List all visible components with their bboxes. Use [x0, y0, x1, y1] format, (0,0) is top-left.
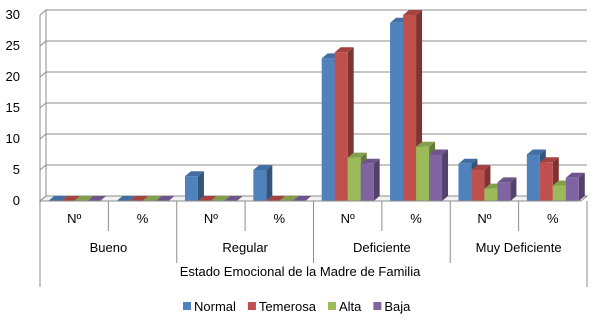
x-subcategory-label: %: [274, 211, 286, 226]
gridline: [39, 71, 587, 78]
y-tick-label: 30: [6, 7, 20, 22]
x-axis: Nº % Bueno Nº % Regular Nº % Deficiente Nº % Muy De…: [39, 200, 588, 287]
bar: [155, 196, 175, 201]
gridline: [39, 133, 587, 140]
x-subcategory-label: %: [410, 211, 422, 226]
bar: [360, 158, 380, 201]
legend-item: Alta: [327, 299, 362, 314]
x-subcategory-label: Nº: [67, 211, 81, 226]
x-axis-title: Estado Emocional de la Madre de Familia: [180, 264, 421, 279]
legend-item: Normal: [183, 299, 236, 314]
legend-label: Temerosa: [259, 299, 317, 314]
bar: [429, 149, 449, 201]
legend-swatch: [183, 302, 191, 310]
bar: [266, 196, 286, 201]
legend: Normal Temerosa Alta Baja: [183, 299, 411, 314]
x-subcategory-label: Nº: [204, 211, 218, 226]
bar: [210, 196, 230, 201]
bar: [223, 196, 243, 201]
legend-swatch: [247, 302, 256, 310]
y-tick-label: 5: [13, 162, 20, 177]
bar: [129, 196, 149, 201]
bar: [142, 196, 162, 201]
gridlines: [38, 9, 589, 202]
legend-item: Temerosa: [247, 299, 317, 314]
x-category-label: Regular: [222, 240, 268, 255]
y-tick-label: 10: [6, 131, 20, 146]
gridline: [39, 40, 587, 47]
y-tick-label: 15: [6, 100, 20, 115]
bar: [279, 196, 299, 201]
legend-item: Baja: [373, 299, 411, 314]
gridline: [39, 102, 587, 109]
legend-swatch: [327, 302, 336, 310]
bar: [565, 172, 585, 201]
bar: [87, 196, 107, 201]
bar: [48, 196, 68, 201]
y-tick-label: 0: [13, 193, 20, 208]
bars: [48, 10, 585, 202]
legend-swatch: [373, 302, 382, 310]
legend-label: Normal: [194, 299, 236, 314]
bar: [116, 196, 136, 201]
bar: [74, 196, 94, 201]
gridline: [39, 9, 587, 16]
x-subcategory-label: %: [137, 211, 149, 226]
legend-label: Baja: [384, 299, 411, 314]
x-subcategory-label: %: [547, 211, 559, 226]
bar: [197, 196, 217, 201]
y-tick-label: 25: [6, 38, 20, 53]
bar: [253, 165, 273, 201]
x-subcategory-label: Nº: [477, 211, 491, 226]
gridline: [39, 164, 587, 171]
x-subcategory-label: Nº: [341, 211, 355, 226]
x-category-label: Muy Deficiente: [476, 240, 562, 255]
legend-label: Alta: [339, 299, 362, 314]
y-axis: 0 5 10 15 20 25 30: [6, 7, 20, 208]
bar: [61, 196, 81, 201]
x-category-label: Deficiente: [353, 240, 411, 255]
bar: [292, 196, 312, 201]
y-tick-label: 20: [6, 69, 20, 84]
x-category-label: Bueno: [90, 240, 128, 255]
bar: [184, 171, 204, 201]
bar: [497, 177, 517, 201]
